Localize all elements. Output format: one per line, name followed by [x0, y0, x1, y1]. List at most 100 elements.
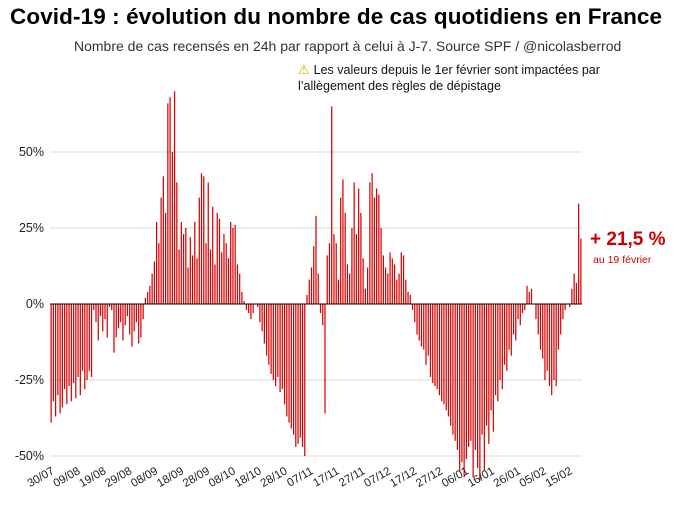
bar — [93, 304, 95, 311]
bar — [108, 304, 111, 308]
bar — [447, 304, 450, 417]
y-axis-ticks: 50% 25% 0% -25% -50% — [15, 145, 44, 463]
x-tick-label: 08/09 — [129, 465, 160, 490]
last-value-callout: + 21,5 % — [590, 229, 666, 250]
bar — [180, 221, 182, 304]
x-tick-label: 27/12 — [414, 465, 445, 490]
bar — [402, 255, 405, 304]
bar — [580, 238, 582, 304]
bar — [344, 212, 346, 304]
bar — [443, 304, 445, 405]
x-tick-label: 08/10 — [207, 465, 238, 490]
bar — [384, 267, 387, 304]
bar — [508, 304, 510, 350]
bar — [63, 304, 66, 390]
bar — [225, 243, 227, 304]
bar — [351, 228, 353, 304]
bar — [68, 304, 70, 387]
bar — [474, 304, 476, 450]
bar — [198, 197, 200, 304]
bar — [164, 212, 167, 304]
bar — [95, 304, 97, 323]
bar — [575, 282, 577, 304]
bar — [429, 304, 432, 377]
bar — [353, 182, 355, 304]
y-tick-label: 50% — [19, 145, 44, 159]
bar — [409, 294, 411, 304]
bar — [519, 304, 521, 326]
bar — [72, 304, 75, 384]
bar — [86, 304, 88, 380]
bar — [328, 243, 331, 304]
bar — [539, 304, 542, 350]
bar — [326, 255, 328, 304]
bar — [54, 304, 57, 417]
bar — [252, 304, 254, 314]
x-tick-label: 09/08 — [51, 465, 82, 490]
bar — [434, 304, 436, 387]
bar — [292, 304, 295, 435]
bar — [153, 261, 155, 304]
bar — [203, 176, 205, 304]
bar — [122, 304, 124, 341]
x-tick-label: 28/10 — [259, 465, 290, 490]
bar — [546, 304, 548, 371]
bar — [483, 304, 485, 472]
bar — [75, 304, 77, 399]
bar — [52, 304, 54, 402]
bar — [463, 304, 465, 478]
bar — [459, 304, 461, 472]
bar — [81, 304, 84, 371]
bar — [212, 206, 214, 304]
bar — [295, 304, 297, 447]
bar — [342, 179, 344, 304]
bar — [205, 243, 207, 304]
bar — [528, 291, 530, 304]
bar — [391, 258, 393, 304]
bar — [492, 304, 494, 432]
bar — [140, 304, 142, 338]
bar — [398, 273, 400, 304]
bar — [266, 304, 268, 356]
x-tick-label: 19/08 — [77, 465, 108, 490]
bar — [245, 304, 248, 311]
bar — [241, 291, 243, 304]
bar — [537, 304, 539, 335]
bar — [209, 249, 212, 304]
chart-subtitle: Nombre de cas recensés en 24h par rappor… — [74, 38, 622, 54]
bar — [313, 246, 315, 304]
bar — [573, 273, 575, 304]
bar — [393, 264, 396, 304]
bar — [423, 304, 425, 350]
bar — [308, 279, 310, 304]
bar — [274, 304, 277, 387]
bar — [270, 304, 272, 374]
bar — [548, 304, 551, 387]
bar — [230, 221, 232, 304]
bar — [414, 304, 416, 323]
bar — [324, 304, 326, 414]
bar — [84, 304, 86, 390]
bar — [263, 304, 265, 344]
bar — [218, 218, 221, 304]
bar — [333, 234, 335, 304]
bar — [389, 252, 391, 304]
bar — [90, 304, 93, 377]
bar — [501, 304, 503, 390]
bar — [349, 273, 351, 304]
bar — [465, 304, 468, 460]
bar — [221, 252, 223, 304]
bar — [135, 304, 138, 323]
x-tick-label: 26/01 — [492, 465, 523, 490]
bar — [149, 285, 151, 304]
bar — [102, 304, 104, 332]
bar — [158, 243, 160, 304]
last-value-date: au 19 février — [593, 254, 652, 266]
x-tick-label: 17/12 — [388, 465, 419, 490]
bar — [162, 176, 164, 304]
bar — [147, 291, 149, 304]
bar — [445, 304, 447, 411]
bar — [173, 91, 176, 304]
warning-icon: ⚠ — [298, 62, 310, 77]
